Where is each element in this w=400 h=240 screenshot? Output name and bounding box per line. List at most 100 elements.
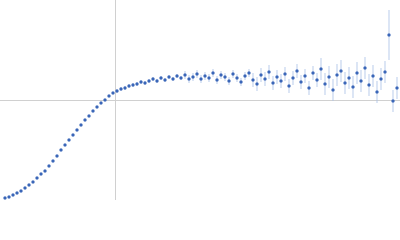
data-point	[167, 75, 171, 79]
data-point	[19, 189, 23, 193]
data-point	[275, 75, 279, 79]
data-point	[35, 176, 39, 180]
data-point	[127, 84, 131, 88]
data-point	[31, 180, 35, 184]
data-point	[395, 86, 399, 90]
data-point	[235, 76, 239, 80]
data-point	[159, 76, 163, 80]
data-point	[283, 72, 287, 76]
data-point	[343, 81, 347, 85]
data-point	[291, 76, 295, 80]
data-point	[171, 77, 175, 81]
data-point	[111, 91, 115, 95]
data-point	[123, 86, 127, 90]
data-point	[39, 172, 43, 176]
data-point	[303, 74, 307, 78]
data-point	[151, 77, 155, 81]
data-point	[359, 79, 363, 83]
data-point	[355, 71, 359, 75]
data-point	[387, 33, 391, 37]
data-point	[79, 123, 83, 127]
data-point	[211, 71, 215, 75]
data-point	[119, 87, 123, 91]
data-point	[203, 74, 207, 78]
data-point	[315, 78, 319, 82]
data-point	[195, 72, 199, 76]
data-point	[191, 75, 195, 79]
data-point	[223, 75, 227, 79]
data-point	[279, 79, 283, 83]
data-point	[87, 114, 91, 118]
data-point	[363, 66, 367, 70]
data-point	[267, 70, 271, 74]
data-point	[219, 73, 223, 77]
data-point	[91, 109, 95, 113]
data-point	[327, 75, 331, 79]
data-point	[391, 99, 395, 103]
data-point	[187, 77, 191, 81]
data-point	[163, 78, 167, 82]
data-point	[115, 89, 119, 93]
data-point	[131, 83, 135, 87]
data-point	[263, 77, 267, 81]
data-point	[147, 79, 151, 83]
data-point	[15, 191, 19, 195]
data-point	[259, 73, 263, 77]
data-point	[375, 90, 379, 94]
data-point	[367, 83, 371, 87]
data-point	[231, 72, 235, 76]
data-point	[135, 82, 139, 86]
data-point	[311, 71, 315, 75]
chart	[0, 0, 400, 200]
data-point	[179, 76, 183, 80]
data-point	[83, 118, 87, 122]
data-point	[371, 74, 375, 78]
data-point	[379, 77, 383, 81]
data-point	[43, 169, 47, 173]
data-point	[307, 86, 311, 90]
data-point	[103, 98, 107, 102]
data-point	[207, 76, 211, 80]
data-point	[383, 70, 387, 74]
data-point	[247, 71, 251, 75]
data-point	[55, 154, 59, 158]
data-point	[323, 82, 327, 86]
data-point	[183, 73, 187, 77]
data-point	[71, 133, 75, 137]
data-point	[155, 79, 159, 83]
data-point	[299, 80, 303, 84]
data-point	[251, 78, 255, 82]
data-point	[271, 81, 275, 85]
data-point	[51, 159, 55, 163]
data-point	[63, 143, 67, 147]
data-point	[47, 164, 51, 168]
data-point	[3, 196, 7, 200]
data-point	[339, 69, 343, 73]
data-point	[67, 138, 71, 142]
data-point	[107, 94, 111, 98]
data-point	[199, 77, 203, 81]
data-point	[331, 88, 335, 92]
data-point	[227, 79, 231, 83]
data-point	[27, 183, 31, 187]
data-point	[239, 80, 243, 84]
data-point	[139, 80, 143, 84]
data-point	[243, 74, 247, 78]
data-point	[175, 74, 179, 78]
data-point	[11, 193, 15, 197]
data-point	[319, 67, 323, 71]
data-point	[99, 101, 103, 105]
data-point	[23, 186, 27, 190]
data-point	[95, 105, 99, 109]
data-point	[347, 76, 351, 80]
data-point	[351, 85, 355, 89]
data-point	[7, 195, 11, 199]
data-point	[215, 78, 219, 82]
data-point	[287, 84, 291, 88]
data-point	[143, 81, 147, 85]
data-point	[295, 69, 299, 73]
data-point	[335, 73, 339, 77]
data-point	[59, 148, 63, 152]
data-point	[255, 82, 259, 86]
data-point	[75, 128, 79, 132]
